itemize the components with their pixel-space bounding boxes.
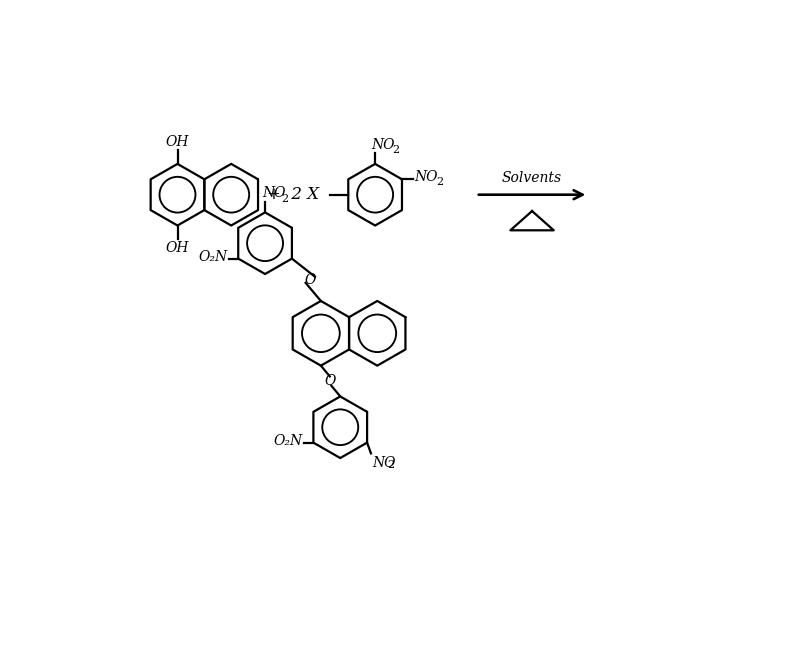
Text: NO: NO — [414, 170, 438, 184]
Text: 2: 2 — [282, 194, 289, 204]
Text: O: O — [325, 374, 336, 388]
Text: OH: OH — [166, 135, 190, 148]
Text: 2: 2 — [392, 145, 399, 156]
Text: O₂N: O₂N — [274, 434, 302, 448]
Text: OH: OH — [166, 241, 190, 255]
Text: NO: NO — [371, 137, 394, 152]
Text: 2: 2 — [436, 178, 443, 187]
Text: O₂N: O₂N — [198, 250, 227, 264]
Text: 2: 2 — [387, 459, 394, 469]
Text: Solvents: Solvents — [502, 172, 562, 185]
Text: +  2 X: + 2 X — [266, 186, 318, 203]
Text: NO: NO — [262, 186, 286, 200]
Text: O: O — [305, 273, 316, 287]
Text: NO: NO — [373, 456, 396, 470]
